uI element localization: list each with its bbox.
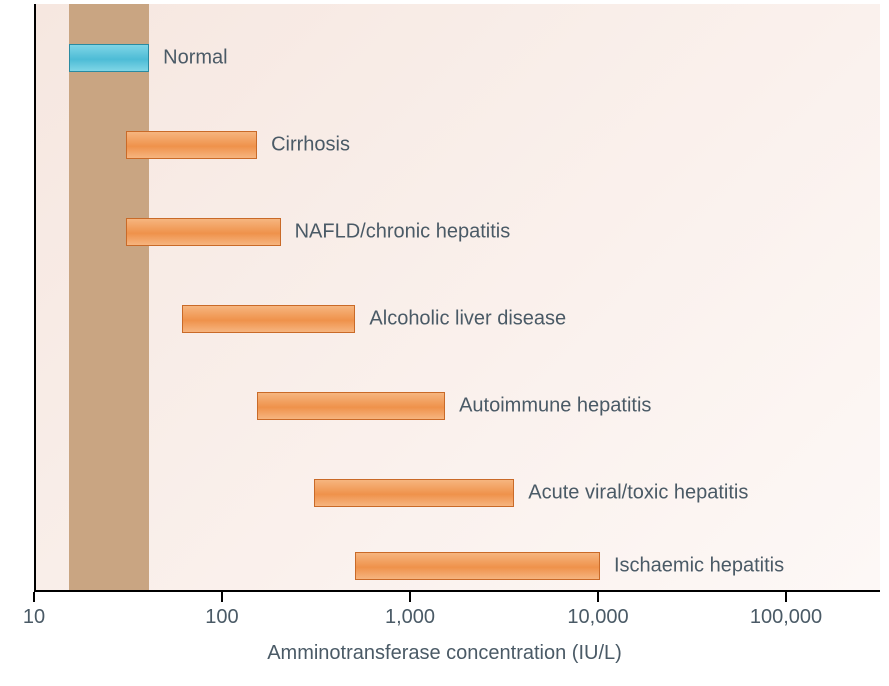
x-tick [221, 592, 223, 602]
range-bar [355, 552, 600, 580]
x-tick [409, 592, 411, 602]
normal-range-band [69, 4, 149, 590]
x-tick [785, 592, 787, 602]
range-bar [257, 392, 445, 420]
aminotransferase-range-chart: Normal Cirrhosis NAFLD/chronic hepatitis Al… [0, 0, 889, 686]
range-bar-label: Cirrhosis [271, 134, 350, 157]
range-bar [126, 131, 257, 159]
x-tick-label: 100 [205, 606, 238, 629]
x-tick-label: 10,000 [567, 606, 628, 629]
range-bar [182, 305, 355, 333]
range-bar-label: Autoimmune hepatitis [459, 395, 651, 418]
range-bar-label: Acute viral/toxic hepatitis [528, 482, 748, 505]
range-bar-label: Ischaemic hepatitis [614, 555, 784, 578]
range-bar [126, 218, 281, 246]
x-tick [33, 592, 35, 602]
x-tick-label: 10 [23, 606, 45, 629]
range-bar [69, 44, 149, 72]
x-tick-label: 1,000 [385, 606, 435, 629]
range-bar [314, 479, 515, 507]
range-bar-label: Alcoholic liver disease [369, 308, 566, 331]
plot-area: Normal Cirrhosis NAFLD/chronic hepatitis Al… [34, 4, 880, 592]
x-axis-label: Amminotransferase concentration (IU/L) [267, 642, 622, 665]
x-tick [597, 592, 599, 602]
x-tick-label: 100,000 [750, 606, 822, 629]
range-bar-label: NAFLD/chronic hepatitis [295, 221, 511, 244]
range-bar-label: Normal [163, 47, 227, 70]
